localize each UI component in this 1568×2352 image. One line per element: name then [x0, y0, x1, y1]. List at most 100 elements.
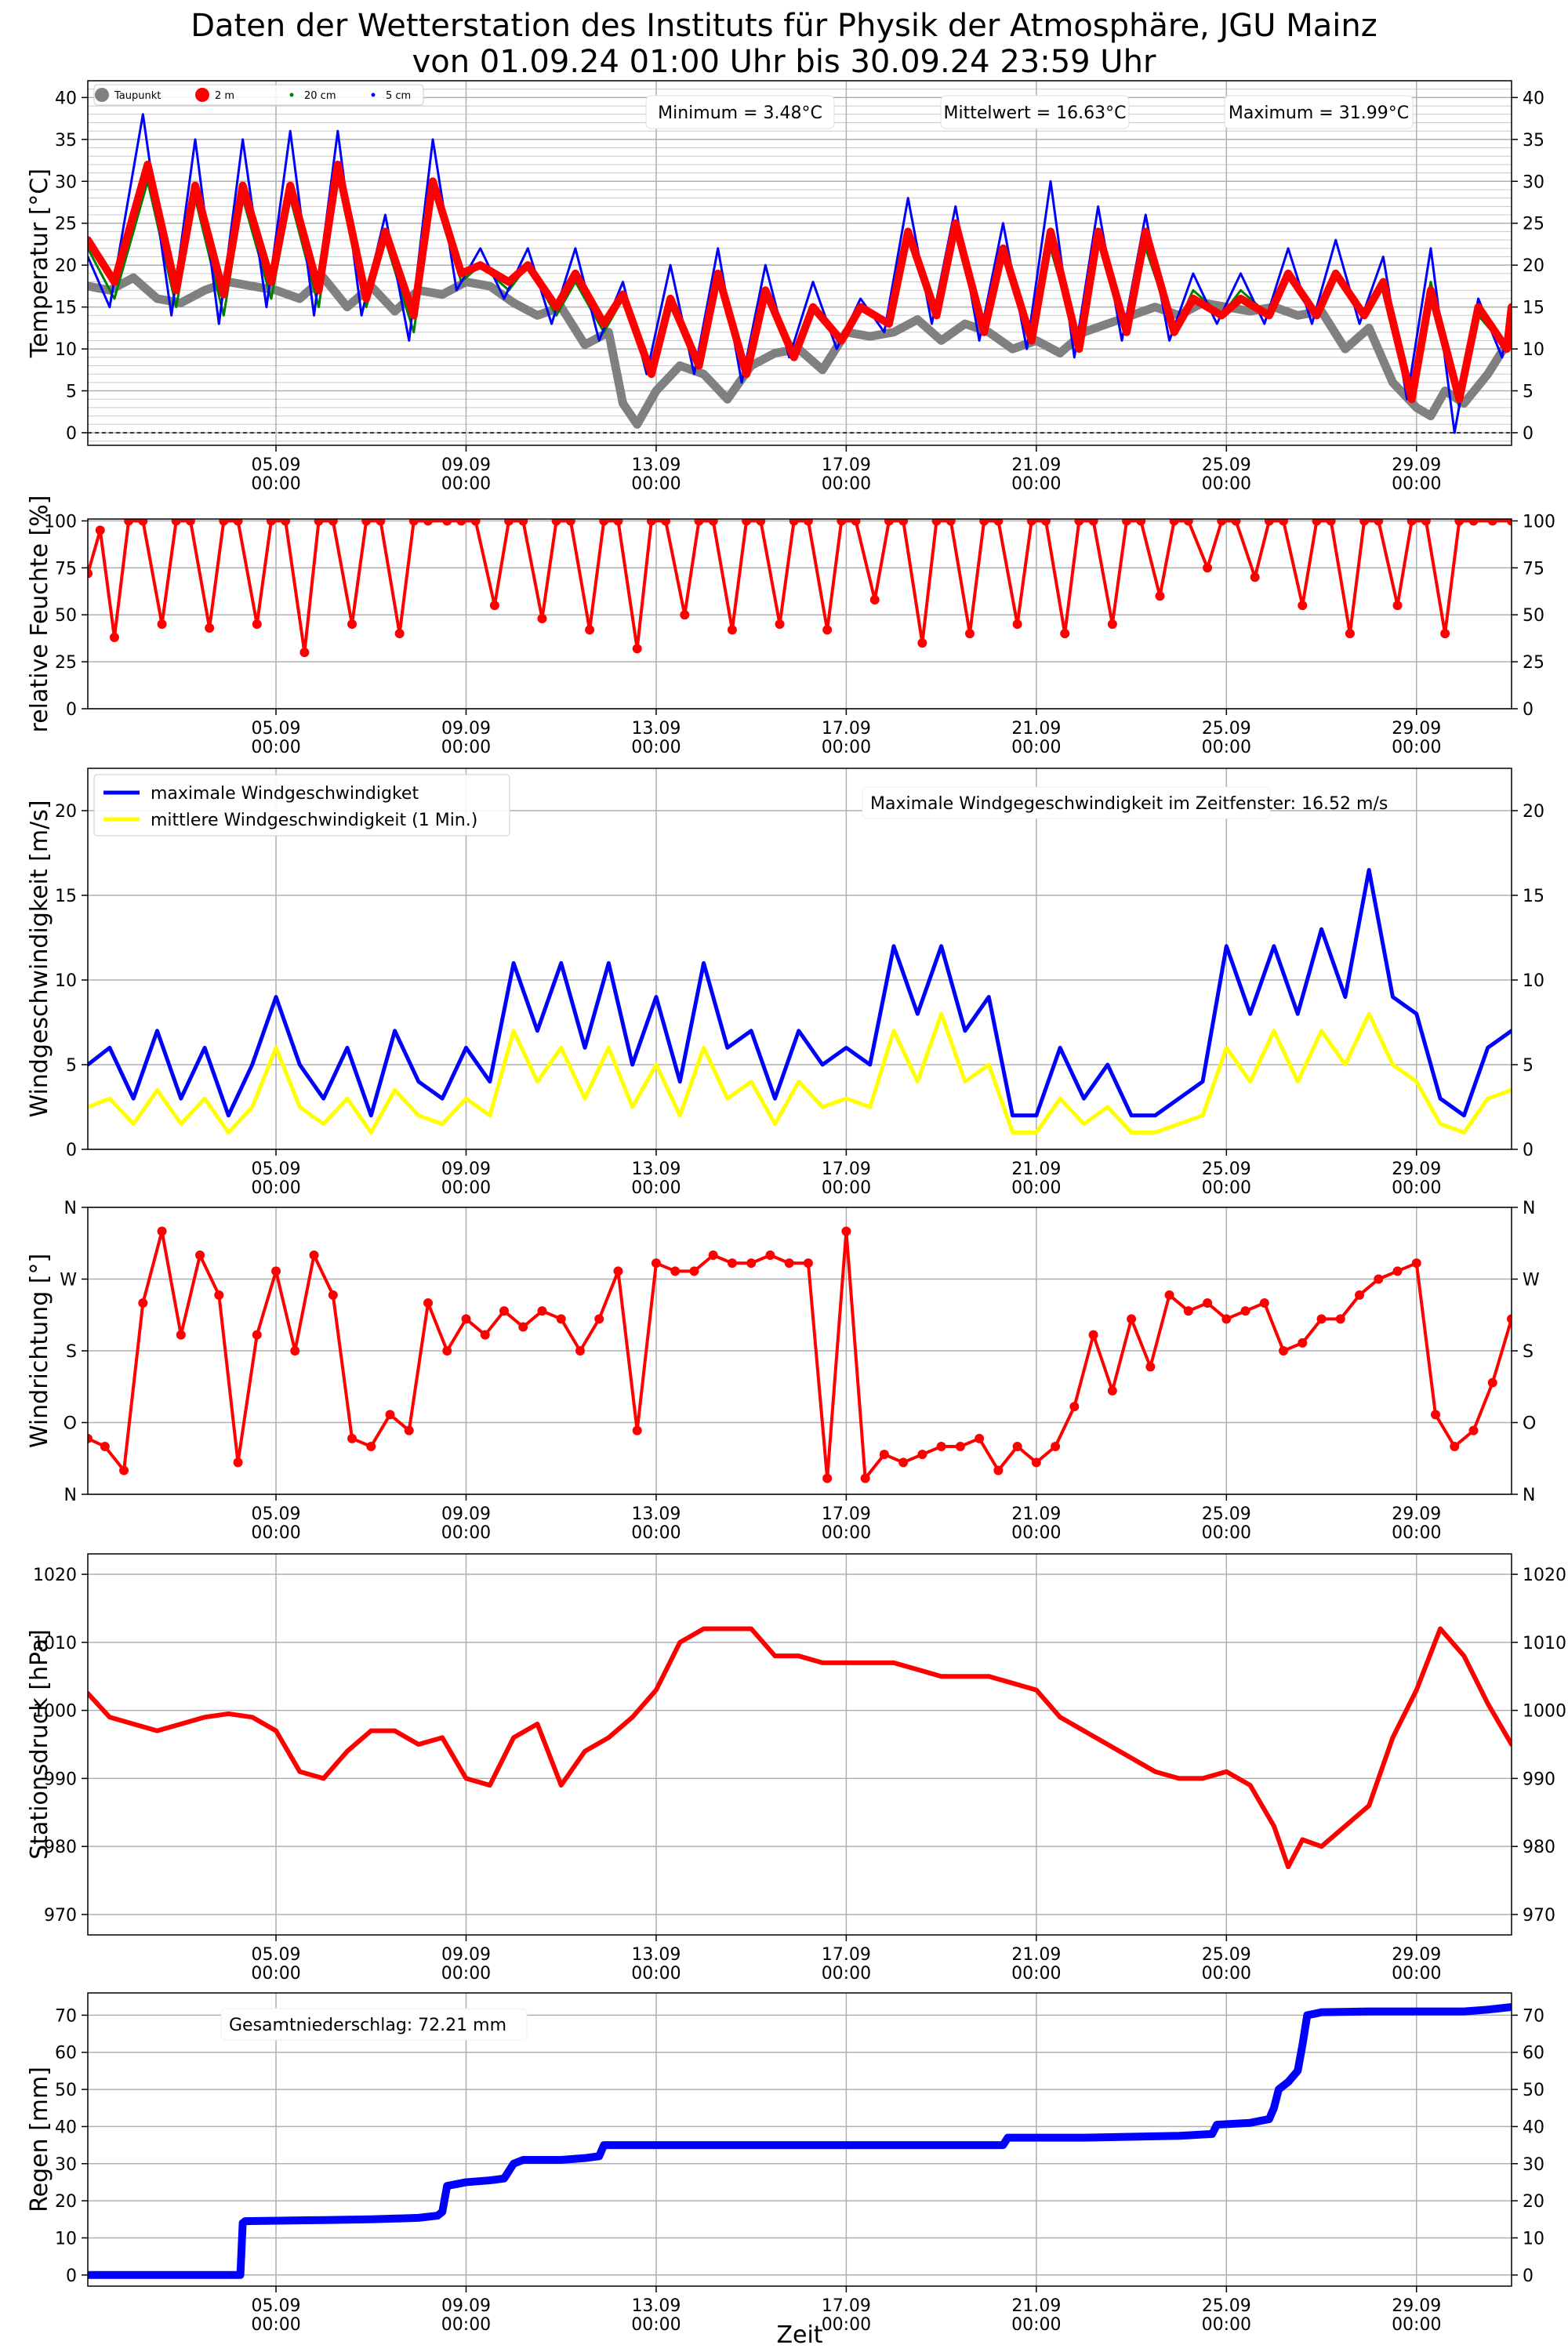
panel-pressure: 970 970 980 980 990 990 1000 1000 1010 1010 1020 10… [26, 1553, 1566, 1984]
x-tick-label: 29.09 [1392, 1160, 1441, 1179]
y-tick-label: 10 [55, 340, 77, 360]
y-tick-label-right: O [1523, 1414, 1536, 1434]
x-tick-label: 00:00 [822, 474, 871, 494]
y-axis-label: Temperatur [°C] [26, 169, 53, 358]
x-tick-label: 00:00 [1392, 1523, 1441, 1543]
y-tick-label-right: 40 [1523, 2118, 1544, 2137]
x-tick-label: 00:00 [822, 1178, 871, 1198]
x-tick-label: 00:00 [1392, 474, 1441, 494]
x-tick-label: 09.09 [441, 719, 491, 739]
y-tick-label: 20 [55, 256, 77, 276]
y-tick-label: 0 [66, 1141, 77, 1160]
legend-label: 20 cm [304, 90, 336, 102]
x-tick-label: 00:00 [1392, 1178, 1441, 1198]
x-tick-label: 21.09 [1011, 1945, 1061, 1965]
plot-frame [87, 768, 1512, 1150]
y-tick-label-right: 10 [1523, 340, 1544, 360]
y-tick-label: N [64, 1199, 77, 1218]
y-axis-label: Stationsdruck [hPa] [26, 1629, 53, 1860]
y-tick-label-right: 15 [1523, 299, 1544, 318]
x-tick-label: 00:00 [441, 2315, 491, 2335]
x-tick-label: 13.09 [631, 456, 681, 475]
x-tick-label: 00:00 [251, 738, 300, 757]
y-tick-label-right: 0 [1523, 2267, 1534, 2286]
series-line-wind_max [88, 868, 1512, 1118]
y-axis-label: Windgeschwindigkeit [m/s] [26, 800, 53, 1117]
y-tick-label-right: 5 [1523, 383, 1534, 402]
stats-box [1224, 95, 1414, 129]
x-tick-label: 00:00 [1392, 1964, 1441, 1984]
y-tick-label-right: 10 [1523, 971, 1544, 991]
x-tick-label: 00:00 [251, 1178, 300, 1198]
legend-marker-taupunkt [95, 88, 109, 102]
y-tick-label-right: 15 [1523, 887, 1544, 906]
x-tick-label: 00:00 [441, 1523, 491, 1543]
y-tick-label: 100 [44, 512, 77, 532]
x-tick-label: 00:00 [1392, 738, 1441, 757]
series-line-t5cm [88, 113, 1512, 434]
y-tick-label: 25 [55, 653, 77, 673]
x-tick-label: 13.09 [631, 2296, 681, 2316]
x-tick-label: 00:00 [1011, 1964, 1061, 1984]
legend-marker-t5cm [371, 93, 376, 97]
title-line-2: von 01.09.24 01:00 Uhr bis 30.09.24 23:5… [412, 44, 1156, 80]
y-tick-label: 60 [55, 2044, 77, 2063]
y-tick-label: 35 [55, 131, 77, 151]
y-tick-label-right: 50 [1523, 606, 1544, 626]
y-tick-label: 0 [66, 424, 77, 444]
x-tick-label: 29.09 [1392, 719, 1441, 739]
y-tick-label-right: 5 [1523, 1056, 1534, 1076]
x-tick-label: 00:00 [1202, 474, 1251, 494]
y-tick-label-right: N [1523, 1486, 1535, 1505]
y-tick-label-right: 990 [1523, 1769, 1555, 1789]
x-tick-label: 00:00 [631, 1178, 681, 1198]
y-tick-label: 1010 [33, 1634, 77, 1653]
y-tick-label: 990 [44, 1769, 77, 1789]
y-tick-label-right: 20 [1523, 2192, 1544, 2212]
y-tick-label-right: S [1523, 1342, 1534, 1362]
x-tick-label: 00:00 [1011, 2315, 1061, 2335]
legend: Taupunkt 2 m 20 cm 5 cm [93, 84, 424, 106]
y-tick-label: 1020 [33, 1566, 77, 1585]
x-tick-label: 05.09 [252, 1160, 301, 1179]
y-tick-label-right: 75 [1523, 559, 1544, 579]
y-tick-label: 40 [55, 89, 77, 108]
y-tick-label-right: 50 [1523, 2081, 1544, 2100]
legend: maximale Windgeschwindigket mittlere Wind… [93, 774, 510, 837]
y-tick-label: 75 [55, 559, 77, 579]
plot-area-temperature [88, 113, 1512, 434]
chart-title: Daten der Wetterstation des Instituts fü… [0, 8, 1568, 80]
x-tick-label: 17.09 [822, 1160, 871, 1179]
x-tick-label: 21.09 [1011, 1160, 1061, 1179]
x-tick-label: 00:00 [1202, 1523, 1251, 1543]
stats-label: Maximum = 31.99°C [1229, 103, 1409, 123]
annotation-box [862, 786, 1271, 819]
y-tick-label-right: 40 [1523, 89, 1544, 108]
x-tick-label: 00:00 [251, 1523, 300, 1543]
x-tick-label: 29.09 [1392, 456, 1441, 475]
legend-marker-t2m [195, 88, 209, 102]
x-tick-label: 00:00 [1011, 474, 1061, 494]
plot-frame [87, 518, 1512, 710]
x-tick-label: 00:00 [1202, 1178, 1251, 1198]
x-tick-label: 25.09 [1202, 1945, 1251, 1965]
y-axis-label: relative Feuchte [%] [26, 495, 53, 733]
x-tick-label: 05.09 [252, 2296, 301, 2316]
plot-area-rain [88, 2002, 1512, 2279]
x-tick-label: 00:00 [631, 738, 681, 757]
y-tick-label-right: 70 [1523, 2006, 1544, 2026]
x-tick-label: 00:00 [822, 2315, 871, 2335]
legend-marker-t20cm [289, 93, 294, 97]
series-line-direction [88, 1229, 1512, 1480]
x-tick-label: 00:00 [1202, 2315, 1251, 2335]
y-tick-label: 1000 [33, 1702, 77, 1722]
x-tick-label: 29.09 [1392, 1504, 1441, 1524]
x-tick-label: 00:00 [822, 1964, 871, 1984]
y-tick-label-right: 20 [1523, 256, 1544, 276]
x-tick-label: 17.09 [822, 2296, 871, 2316]
x-tick-label: 00:00 [1202, 738, 1251, 757]
x-tick-label: 09.09 [441, 2296, 491, 2316]
